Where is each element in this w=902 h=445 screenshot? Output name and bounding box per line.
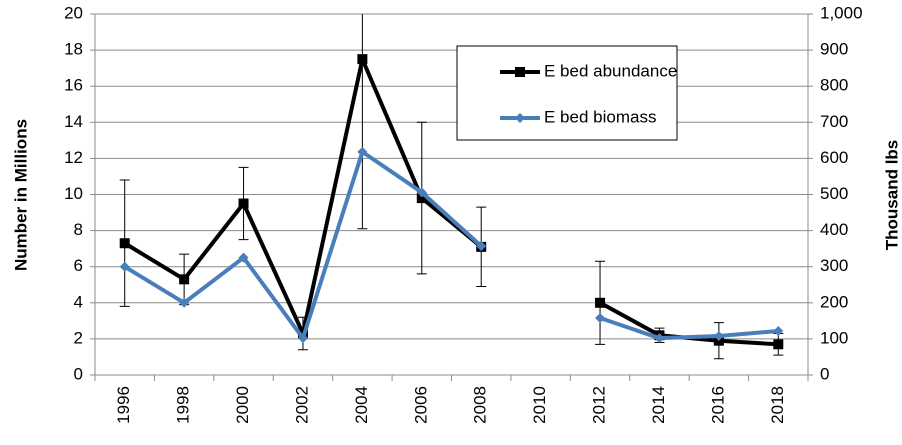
x-tick-label: 1998 bbox=[174, 386, 193, 424]
x-tick-label: 2008 bbox=[471, 386, 490, 424]
marker bbox=[238, 252, 249, 263]
x-tick-label: 2012 bbox=[590, 386, 609, 424]
plot-area bbox=[119, 14, 784, 360]
marker bbox=[179, 297, 190, 308]
legend-box bbox=[456, 45, 678, 141]
legend-label: E bed abundance bbox=[544, 61, 677, 80]
marker bbox=[773, 339, 784, 350]
y-tick-label: 20 bbox=[64, 3, 83, 22]
y-tick-label: 12 bbox=[64, 148, 83, 167]
y-tick-label: 2 bbox=[74, 328, 83, 347]
x-tick-label: 2006 bbox=[411, 386, 430, 424]
marker bbox=[773, 325, 784, 336]
marker bbox=[595, 312, 606, 323]
legend-marker bbox=[515, 67, 525, 77]
y-tick-label: 16 bbox=[64, 76, 83, 95]
x-tick-label: 2000 bbox=[233, 386, 252, 424]
series-line bbox=[599, 316, 779, 341]
y2-axis-title: Thousand lbs bbox=[882, 140, 901, 251]
x-tick-label: 2016 bbox=[708, 386, 727, 424]
y2-tick-label: 700 bbox=[820, 112, 848, 131]
y2-tick-label: 0 bbox=[820, 364, 829, 383]
marker bbox=[654, 333, 665, 344]
marker bbox=[357, 54, 368, 65]
y-tick-label: 18 bbox=[64, 40, 83, 59]
y-tick-label: 8 bbox=[74, 220, 83, 239]
marker bbox=[238, 198, 249, 209]
y2-tick-label: 900 bbox=[820, 40, 848, 59]
legend-label: E bed biomass bbox=[544, 107, 656, 126]
y2-tick-label: 200 bbox=[820, 292, 848, 311]
marker bbox=[119, 261, 130, 272]
y2-tick-label: 100 bbox=[820, 328, 848, 347]
marker bbox=[476, 241, 487, 252]
x-tick-label: 2010 bbox=[530, 386, 549, 424]
y-tick-label: 10 bbox=[64, 184, 83, 203]
y2-tick-label: 600 bbox=[820, 148, 848, 167]
x-tick-label: 2018 bbox=[768, 386, 787, 424]
marker bbox=[416, 187, 427, 198]
marker bbox=[179, 274, 190, 285]
x-tick-label: 1996 bbox=[114, 386, 133, 424]
y-tick-label: 14 bbox=[64, 112, 83, 131]
y-axis-title: Number in Millions bbox=[11, 119, 30, 271]
y2-tick-label: 500 bbox=[820, 184, 848, 203]
x-tick-label: 2004 bbox=[352, 386, 371, 424]
y2-tick-label: 300 bbox=[820, 256, 848, 275]
legend-marker bbox=[515, 113, 525, 123]
y2-tick-label: 800 bbox=[820, 76, 848, 95]
x-tick-label: 2014 bbox=[649, 386, 668, 424]
marker bbox=[119, 238, 130, 249]
marker bbox=[357, 146, 368, 157]
y-tick-label: 4 bbox=[74, 292, 83, 311]
y2-tick-label: 1,000 bbox=[820, 3, 863, 22]
marker bbox=[713, 331, 724, 342]
y2-tick-label: 400 bbox=[820, 220, 848, 239]
marker bbox=[416, 193, 427, 204]
y-tick-label: 0 bbox=[74, 364, 83, 383]
marker bbox=[595, 297, 606, 308]
x-tick-label: 2002 bbox=[292, 386, 311, 424]
marker bbox=[297, 333, 308, 344]
y-tick-label: 6 bbox=[74, 256, 83, 275]
series-line bbox=[123, 149, 483, 341]
